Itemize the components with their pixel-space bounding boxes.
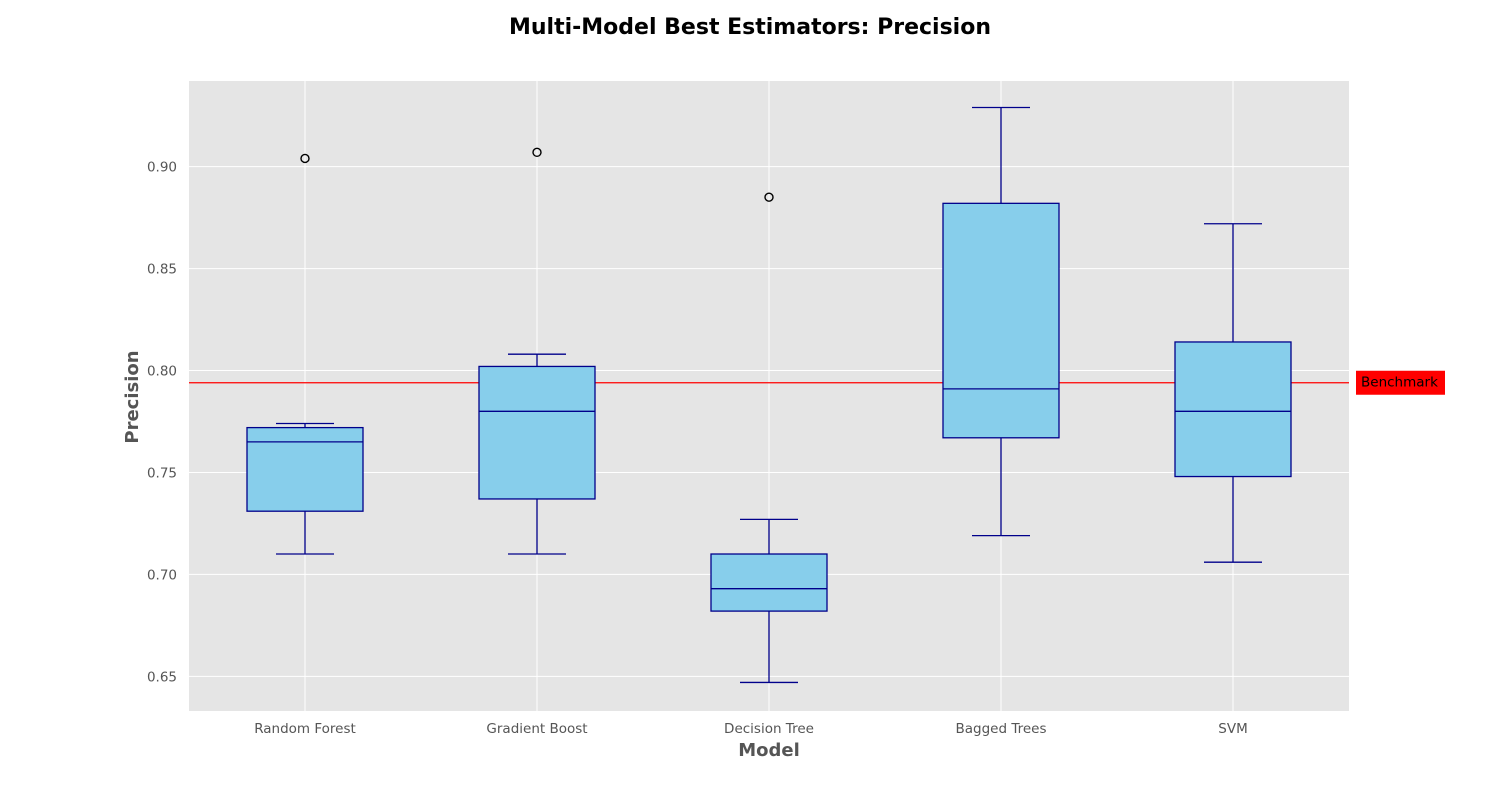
x-tick-label: Decision Tree bbox=[724, 721, 814, 737]
y-tick-label: 0.90 bbox=[147, 160, 177, 176]
x-tick-label: Random Forest bbox=[254, 721, 356, 737]
outlier-point bbox=[532, 147, 542, 158]
box-group bbox=[1174, 223, 1292, 563]
iqr-box bbox=[478, 365, 596, 500]
iqr-box bbox=[1174, 341, 1292, 478]
box-group bbox=[246, 153, 364, 555]
y-tick-label: 0.75 bbox=[147, 465, 177, 481]
iqr-box bbox=[710, 553, 828, 612]
x-tick-label: Bagged Trees bbox=[956, 721, 1047, 737]
x-tick-label: Gradient Boost bbox=[486, 721, 587, 737]
x-tick-label: SVM bbox=[1218, 721, 1247, 737]
x-axis-label: Model bbox=[738, 740, 800, 761]
benchmark-label-box bbox=[1356, 370, 1445, 395]
iqr-box bbox=[942, 202, 1060, 439]
chart-title: Multi-Model Best Estimators: Precision bbox=[509, 15, 991, 40]
box-group bbox=[942, 106, 1060, 537]
outlier-point bbox=[764, 192, 774, 202]
outlier-point bbox=[300, 153, 310, 164]
x-tick-labels: Random Forest Gradient Boost Decision Tree… bbox=[254, 721, 1248, 737]
benchmark: Benchmark bbox=[189, 370, 1445, 395]
y-tick-label: 0.70 bbox=[147, 567, 177, 583]
y-tick-label: 0.80 bbox=[147, 364, 177, 380]
box-group bbox=[710, 192, 828, 684]
y-tick-label: 0.85 bbox=[147, 262, 177, 278]
box-group bbox=[478, 147, 596, 555]
y-tick-label: 0.65 bbox=[147, 669, 177, 685]
y-axis-label: Precision bbox=[122, 350, 143, 443]
y-tick-labels: 0.65 0.70 0.75 0.80 0.85 0.90 bbox=[147, 160, 177, 686]
iqr-box bbox=[246, 426, 364, 512]
boxes bbox=[246, 106, 1292, 684]
benchmark-label: Benchmark bbox=[1361, 375, 1438, 391]
